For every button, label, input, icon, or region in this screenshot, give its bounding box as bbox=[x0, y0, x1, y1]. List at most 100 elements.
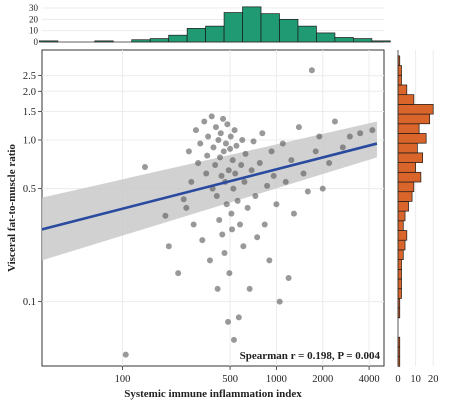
top-histogram-bar bbox=[205, 25, 225, 43]
data-point bbox=[295, 124, 302, 131]
right-histogram-bar bbox=[397, 104, 434, 115]
data-point bbox=[214, 285, 221, 292]
data-point bbox=[222, 140, 229, 147]
data-point bbox=[259, 130, 266, 137]
right-histogram: 0 10 20 bbox=[395, 50, 438, 385]
data-point bbox=[308, 67, 315, 74]
y-tick-label: 0.5 bbox=[23, 184, 36, 195]
right-histogram-bar bbox=[397, 171, 422, 183]
right-histogram-bar bbox=[397, 74, 402, 86]
data-point bbox=[165, 243, 172, 250]
data-point bbox=[205, 133, 212, 140]
data-point bbox=[239, 136, 246, 143]
right-histogram-x-ticks: 0 10 20 bbox=[395, 374, 438, 385]
x-axis-title: Systemic immune inflammation index bbox=[124, 388, 302, 400]
data-point bbox=[185, 148, 192, 155]
data-point bbox=[288, 157, 295, 164]
data-point bbox=[282, 178, 289, 185]
data-point bbox=[252, 193, 259, 200]
top-histogram-bar bbox=[297, 25, 317, 43]
y-tick-label: 0.1 bbox=[23, 297, 36, 308]
data-point bbox=[180, 196, 187, 203]
data-point bbox=[215, 136, 222, 143]
data-point bbox=[228, 210, 235, 217]
scatter-panel: 100 500 1000 2000 4000 0.1 0.5 1.0 1.5 2.0 2.5 Sp… bbox=[23, 49, 385, 385]
right-x-tick-label: 10 bbox=[410, 374, 421, 385]
data-point bbox=[204, 152, 211, 159]
top-y-tick-label: 0 bbox=[34, 37, 39, 47]
data-point bbox=[223, 201, 230, 208]
data-point bbox=[208, 113, 215, 120]
data-point bbox=[276, 298, 283, 305]
right-histogram-bar bbox=[397, 123, 420, 134]
right-x-tick-label: 0 bbox=[395, 374, 400, 385]
data-point bbox=[331, 118, 338, 125]
y-tick-label: 2.0 bbox=[23, 87, 36, 98]
right-histogram-bar bbox=[397, 268, 402, 280]
x-tick-label: 100 bbox=[115, 374, 131, 385]
data-point bbox=[326, 160, 333, 167]
top-histogram-bar bbox=[168, 34, 188, 43]
data-point bbox=[290, 210, 297, 217]
right-histogram-bar bbox=[397, 239, 406, 251]
data-point bbox=[312, 148, 319, 155]
data-point bbox=[192, 127, 199, 134]
data-point bbox=[357, 130, 364, 137]
data-point bbox=[219, 231, 226, 238]
y-tick-label: 1.5 bbox=[23, 107, 36, 118]
spearman-annotation: Spearman r = 0.198, P = 0.004 bbox=[240, 350, 381, 362]
top-y-tick-label: 20 bbox=[29, 14, 39, 24]
data-point bbox=[216, 154, 223, 161]
x-tick-label: 1000 bbox=[266, 374, 287, 385]
data-point bbox=[369, 127, 376, 134]
y-tick-label: 1.0 bbox=[23, 135, 36, 146]
data-point bbox=[218, 172, 225, 179]
data-point bbox=[238, 162, 245, 169]
data-point bbox=[264, 182, 271, 189]
x-tick-label: 2000 bbox=[312, 374, 333, 385]
x-tick-label: 4000 bbox=[359, 374, 380, 385]
data-point bbox=[248, 167, 255, 174]
data-point bbox=[254, 234, 261, 241]
right-histogram-bar bbox=[397, 201, 409, 212]
data-point bbox=[231, 127, 238, 134]
data-point bbox=[233, 142, 240, 149]
data-point bbox=[226, 270, 233, 277]
data-point bbox=[229, 157, 236, 164]
data-point bbox=[273, 201, 280, 208]
x-tick-label: 500 bbox=[222, 374, 238, 385]
data-point bbox=[250, 138, 257, 145]
top-histogram-bar bbox=[149, 38, 170, 43]
data-point bbox=[224, 121, 231, 128]
top-histogram-bar bbox=[353, 38, 373, 43]
data-point bbox=[242, 150, 249, 157]
y-axis-ticks: 0.1 0.5 1.0 1.5 2.0 2.5 bbox=[23, 71, 42, 308]
top-y-tick-label: 10 bbox=[29, 26, 39, 36]
top-histogram-bar bbox=[223, 12, 243, 43]
data-point bbox=[195, 160, 202, 167]
right-histogram-bar bbox=[397, 152, 423, 163]
data-point bbox=[201, 118, 208, 125]
x-axis-ticks: 100 500 1000 2000 4000 bbox=[115, 366, 380, 385]
right-histogram-bar bbox=[397, 65, 402, 76]
data-point bbox=[268, 148, 275, 155]
data-point bbox=[235, 314, 242, 321]
right-histogram-bar bbox=[397, 133, 427, 144]
data-point bbox=[256, 160, 263, 167]
data-point bbox=[232, 170, 239, 177]
right-histogram-bar bbox=[397, 84, 408, 96]
data-point bbox=[319, 185, 326, 192]
confidence-ribbon bbox=[42, 121, 377, 261]
data-point bbox=[270, 172, 277, 179]
data-point bbox=[183, 204, 190, 211]
data-point bbox=[212, 124, 219, 131]
right-histogram-bar bbox=[397, 249, 404, 260]
data-point bbox=[122, 351, 129, 358]
scatter-points bbox=[122, 67, 376, 358]
top-histogram-bar bbox=[186, 28, 206, 43]
data-point bbox=[217, 130, 224, 137]
top-histogram-bar bbox=[334, 37, 354, 43]
